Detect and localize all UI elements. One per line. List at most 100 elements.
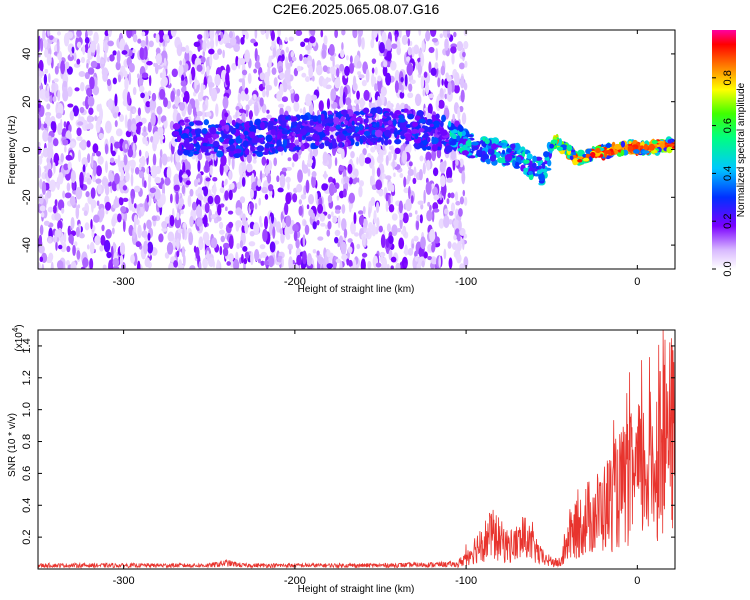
spectrogram-cell — [452, 113, 456, 122]
spectrogram-cell — [423, 189, 426, 204]
spectrogram-cell — [93, 214, 100, 223]
spectrogram-cell — [426, 159, 431, 171]
spectrogram-cell — [228, 221, 234, 229]
spectrogram-cell — [84, 36, 90, 44]
spectrogram-cell — [205, 30, 209, 39]
spectrogram-cell — [253, 68, 258, 74]
spectrogram-cell — [456, 135, 461, 142]
spectrogram-cell — [352, 75, 357, 89]
spectrogram-cell — [85, 191, 90, 198]
spectrogram-cell — [103, 239, 111, 253]
spectrogram-cell — [202, 107, 205, 121]
spectrogram-cell — [453, 84, 460, 94]
spectrogram-cell — [262, 228, 268, 242]
spectrogram-cell — [451, 53, 455, 65]
spectrogram-cell — [175, 161, 181, 171]
spectrogram-cell — [158, 30, 165, 43]
spectrogram-cell — [97, 183, 102, 195]
spectrogram-cell — [321, 119, 326, 127]
spectrogram-cell — [526, 153, 533, 160]
spectrogram-cell — [115, 61, 121, 71]
spectrogram-cell — [67, 54, 74, 62]
spectrogram-cell — [87, 67, 95, 75]
spectrogram-cell — [341, 42, 344, 51]
spectrogram-cell — [173, 131, 180, 136]
spectrogram-cell — [122, 185, 128, 191]
spectrogram-cell — [98, 132, 104, 140]
spectrogram-cell — [39, 88, 46, 100]
spectrogram-cell — [154, 188, 161, 200]
spectrogram-cell — [536, 169, 544, 175]
spectrogram-cell — [224, 206, 228, 212]
spectrogram-cell — [550, 139, 558, 144]
spectrogram-cell — [379, 118, 383, 127]
spectrogram-cell — [506, 148, 512, 153]
spectrogram-cell — [401, 150, 408, 164]
spectrogram-cell — [96, 200, 100, 207]
spectrogram-cell — [201, 127, 208, 135]
spectrogram-cell — [384, 112, 391, 117]
spectrogram-cell — [339, 142, 343, 148]
spectrogram-cell — [194, 75, 197, 90]
spectrogram-cell — [272, 47, 277, 58]
spectrogram-cell — [132, 142, 136, 155]
spectrogram-cell — [178, 203, 183, 210]
spectrogram-cell — [178, 259, 183, 269]
spectrogram-cell — [304, 76, 310, 83]
spectrogram-cell — [348, 62, 355, 74]
spectrogram-cell — [336, 195, 340, 201]
spectrogram-cell — [57, 89, 61, 102]
spectrogram-cell — [321, 48, 327, 59]
spectrogram-cell — [185, 128, 190, 134]
spectrogram-cell — [269, 241, 276, 253]
spectrogram-cell — [151, 92, 157, 102]
spectrogram-cell — [549, 143, 555, 149]
spectrogram-cell — [250, 145, 256, 152]
spectrogram-cell — [149, 98, 157, 111]
spectrogram-cell — [350, 151, 355, 159]
spectrogram-cell — [147, 121, 152, 133]
spectrogram-cell — [274, 240, 280, 245]
spectrogram-cell — [363, 89, 370, 101]
spectrogram-cell — [189, 265, 196, 269]
spectrogram-cell — [145, 100, 151, 108]
spectrogram-cell — [137, 224, 142, 239]
spectrogram-cell — [397, 81, 403, 91]
spectrogram-cell — [463, 256, 469, 268]
spectrogram-cell — [228, 235, 234, 250]
spectrogram-cell — [423, 132, 429, 139]
spectrogram-cell — [250, 38, 256, 44]
spectrogram-cell — [203, 214, 208, 228]
spectrogram-cell — [420, 75, 425, 90]
spectrogram-cell — [291, 162, 295, 168]
spectrogram-cell — [308, 65, 314, 79]
spectrogram-cell — [249, 131, 256, 139]
spectrogram-cell — [341, 218, 347, 232]
spectrogram-cell — [410, 79, 416, 84]
spectrogram-cell — [138, 210, 142, 219]
spectrogram-cell — [141, 131, 149, 137]
spectrogram-cell — [334, 157, 338, 167]
spectrogram-cell — [170, 90, 175, 103]
spectrogram-cell — [456, 253, 462, 264]
spectrogram-cell — [380, 253, 384, 264]
spectrogram-cell — [271, 188, 275, 199]
spectrogram-cell — [162, 70, 165, 82]
spectrogram-cell — [124, 77, 129, 91]
spectrogram-cell — [307, 168, 311, 177]
spectrogram-cell — [73, 52, 77, 62]
spectrogram-cell — [220, 31, 224, 39]
spectrogram-cell — [181, 74, 185, 83]
spectrogram-cell — [440, 65, 446, 76]
spectrogram-cell — [310, 94, 318, 101]
spectrogram-cell — [430, 30, 437, 37]
spectrogram-cell — [107, 40, 114, 47]
spectrogram-cell — [180, 46, 186, 52]
spectrogram-cell — [324, 125, 331, 132]
spectrogram-cell — [116, 182, 120, 192]
spectrogram-cell — [446, 166, 453, 181]
spectrogram-cell — [407, 143, 412, 153]
spectrogram-cell — [463, 82, 468, 91]
spectrogram-cell — [361, 79, 367, 87]
spectrogram-cell — [346, 128, 353, 134]
